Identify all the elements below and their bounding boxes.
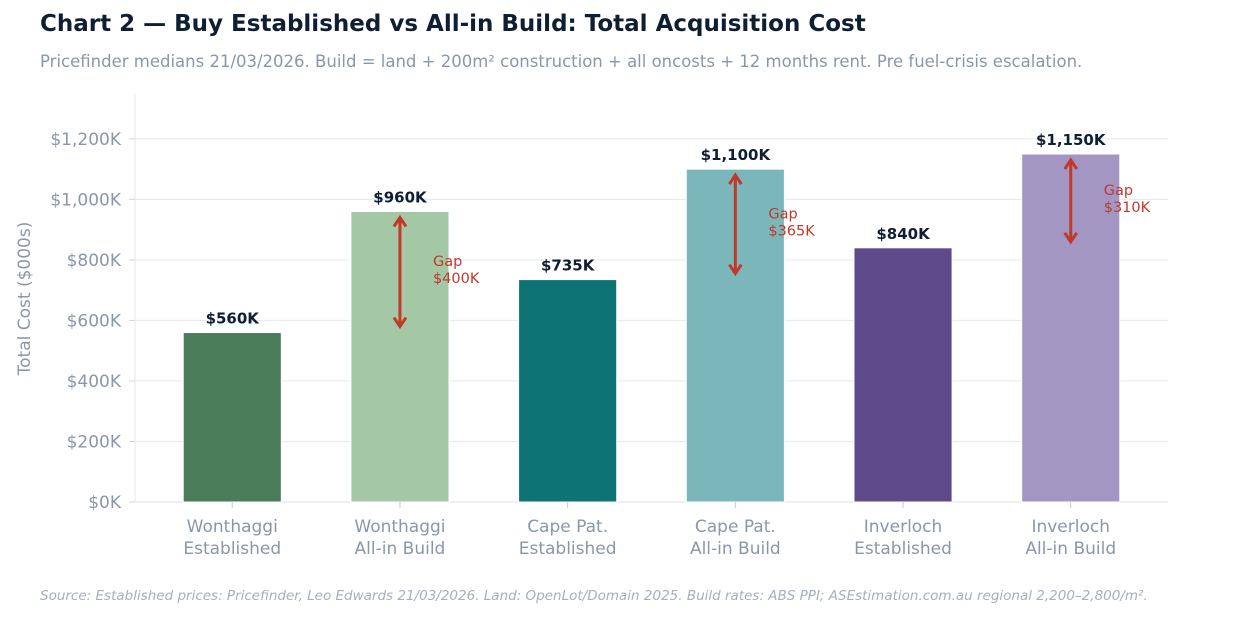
x-tick-label: All-in Build (1025, 539, 1116, 559)
bar (853, 247, 953, 503)
arrow-head-down (728, 263, 743, 277)
x-tick-label: Cape Pat. (527, 517, 608, 537)
gap-label: Gap (433, 254, 462, 270)
bar-value-label: $1,150K (1036, 131, 1107, 149)
bar-value-label: $735K (541, 257, 596, 275)
x-tick-label: Established (854, 539, 952, 559)
gap-label: $365K (768, 223, 815, 239)
y-tick-label: $800K (67, 251, 122, 271)
bar-value-label: $560K (206, 310, 261, 328)
arrow-head-up (728, 172, 743, 185)
gap-label: $310K (1104, 200, 1151, 216)
bar-value-label: $1,100K (701, 146, 772, 164)
bar (518, 279, 618, 503)
y-tick-label: $600K (67, 311, 122, 331)
arrow-head-up (392, 214, 408, 228)
y-tick-label: $400K (67, 372, 122, 392)
arrow-head-down (392, 316, 408, 330)
source-note: Source: Established prices: Pricefinder,… (40, 588, 1148, 604)
gap-label: Gap (1104, 183, 1133, 199)
x-tick-label: All-in Build (690, 539, 781, 559)
x-tick-label: Inverloch (1031, 517, 1110, 537)
y-tick-label: $200K (67, 432, 122, 452)
gap-label: $400K (433, 271, 480, 287)
y-tick-label: $0K (88, 493, 122, 513)
arrow-head-down (1063, 231, 1078, 245)
x-tick-label: Inverloch (864, 517, 943, 537)
y-tick-label: $1,200K (50, 130, 121, 150)
x-tick-label: Cape Pat. (695, 517, 776, 537)
chart-subtitle: Pricefinder medians 21/03/2026. Build = … (40, 52, 1083, 71)
gap-label: Gap (768, 206, 797, 222)
bar (182, 332, 282, 503)
bar-value-label: $840K (876, 225, 931, 243)
x-tick-label: All-in Build (355, 539, 446, 559)
y-axis-label: Total Cost ($000s) (15, 222, 35, 377)
x-tick-label: Established (519, 539, 617, 559)
x-tick-label: Established (183, 539, 281, 559)
y-tick-label: $1,000K (50, 190, 121, 210)
x-tick-label: Wonthaggi (187, 517, 278, 537)
x-tick-label: Wonthaggi (354, 517, 445, 537)
bar-value-label: $960K (373, 189, 428, 207)
arrow-head-up (1063, 157, 1078, 170)
chart-title: Chart 2 — Buy Established vs All-in Buil… (40, 11, 866, 37)
